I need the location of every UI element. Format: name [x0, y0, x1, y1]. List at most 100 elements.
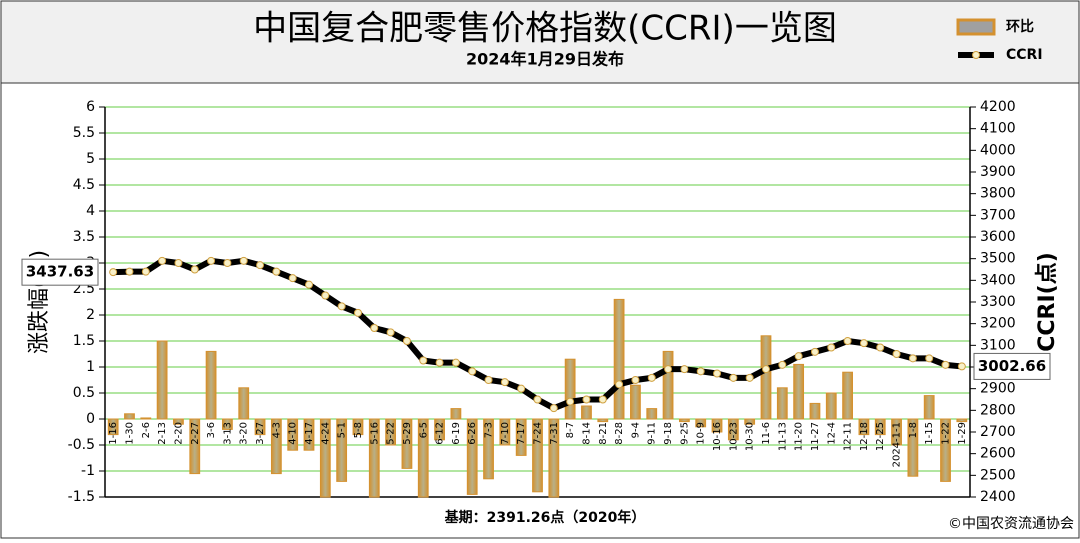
y-tick-label: 3.5: [73, 229, 95, 245]
line-marker: [353, 308, 362, 317]
x-tick-label: 8-21: [598, 422, 609, 445]
bar: [630, 384, 641, 420]
bar: [417, 418, 429, 498]
bar: [140, 417, 152, 420]
y2-tick-label: 2800: [980, 402, 1016, 418]
x-tick-label: 9-11: [647, 422, 658, 445]
line-marker: [207, 256, 216, 265]
x-tick-label: 3-6: [206, 422, 217, 438]
value-label: 3437.63: [26, 263, 94, 281]
y2-tick-label: 3300: [980, 294, 1016, 310]
y2-tick-label: 2500: [980, 467, 1016, 483]
line-marker: [892, 350, 901, 358]
line-marker: [778, 360, 787, 369]
y2-axis-title: CCRI(点): [1034, 252, 1060, 352]
x-tick-label: 7-10: [500, 422, 511, 445]
line-marker: [190, 265, 199, 274]
line-marker: [500, 378, 509, 387]
bar: [809, 402, 821, 420]
bar: [238, 387, 250, 420]
bar: [711, 418, 723, 433]
chart-title: 中国复合肥零售价格指数(CCRI)一览图: [253, 9, 837, 49]
bar: [515, 418, 527, 456]
line-marker: [631, 376, 640, 384]
line-marker: [582, 395, 591, 404]
line-marker: [827, 343, 836, 352]
line-marker: [941, 360, 950, 369]
x-tick-label: 1-16: [108, 422, 119, 445]
footnote: 基期：2391.26点（2020年）: [445, 509, 646, 526]
x-tick-label: 5-29: [402, 422, 413, 445]
line-marker: [598, 395, 607, 404]
x-tick-label: 1-30: [124, 422, 135, 445]
line-marker: [141, 267, 150, 276]
bar: [793, 363, 805, 420]
source: ©中国农资流通协会: [948, 516, 1074, 532]
bar: [858, 418, 870, 436]
line-marker: [223, 259, 232, 267]
bar: [597, 418, 609, 423]
bar: [466, 418, 478, 495]
line-marker: [908, 354, 917, 363]
bar: [156, 340, 168, 420]
y2-tick-label: 3600: [980, 229, 1016, 245]
line-marker: [745, 373, 754, 382]
x-tick-label: 8-14: [581, 422, 592, 445]
bar: [173, 418, 184, 425]
x-tick-label: 10-16: [712, 422, 723, 451]
header-box: [0, 0, 1080, 84]
line-marker: [468, 367, 477, 376]
x-tick-label: 12-25: [875, 422, 886, 451]
y2-tick-label: 2600: [980, 446, 1016, 462]
bar: [613, 298, 625, 420]
x-tick-label: 6-12: [435, 422, 446, 445]
y-tick-label: -1.5: [68, 489, 95, 505]
bar: [825, 392, 837, 420]
y-tick-label: 0.5: [73, 385, 95, 401]
bar: [907, 418, 919, 477]
bar: [124, 413, 135, 420]
line-marker: [517, 384, 526, 393]
x-tick-label: 8-7: [565, 422, 576, 438]
bar: [483, 418, 494, 480]
x-tick-label: 7-17: [516, 422, 527, 445]
line-marker: [386, 328, 395, 337]
line-marker: [876, 343, 885, 352]
line-marker: [370, 324, 379, 332]
x-tick-label: 12-18: [859, 422, 870, 451]
bar: [727, 418, 739, 441]
x-tick-label: 6-19: [451, 422, 462, 445]
bar: [891, 418, 902, 446]
y-tick-label: 1.5: [73, 333, 95, 349]
line-marker: [696, 367, 705, 376]
line-marker: [859, 339, 868, 348]
legend-swatch-marker: [972, 51, 980, 59]
y-tick-label: 4.5: [73, 177, 95, 193]
value-label-box: [973, 352, 1051, 380]
bar: [874, 418, 886, 436]
bar: [107, 418, 119, 436]
x-tick-label: 5-16: [369, 422, 380, 445]
chart-subtitle: 2024年1月29日发布: [466, 50, 624, 69]
y-tick-label: 5: [86, 151, 95, 167]
value-label-box: [21, 258, 99, 286]
y2-tick-label: 3200: [980, 316, 1016, 332]
x-tick-label: 7-31: [549, 422, 560, 445]
y-tick-label: 4: [86, 203, 95, 219]
x-tick-label: 4-3: [271, 422, 282, 438]
line-marker: [647, 373, 656, 382]
x-tick-label: 4-10: [288, 422, 299, 445]
line-marker: [713, 369, 722, 378]
x-tick-label: 9-25: [679, 422, 690, 445]
bar: [189, 418, 201, 475]
x-tick-label: 6-26: [467, 422, 478, 445]
y2-tick-label: 3800: [980, 186, 1016, 202]
line-marker: [729, 373, 738, 382]
x-tick-label: 2-20: [173, 422, 184, 445]
x-tick-label: 10-30: [745, 422, 756, 451]
x-tick-label: 9-18: [663, 422, 674, 445]
line-marker: [451, 358, 460, 367]
bar: [254, 418, 266, 436]
x-tick-label: 10-23: [728, 422, 739, 451]
y2-tick-label: 3100: [980, 337, 1016, 353]
